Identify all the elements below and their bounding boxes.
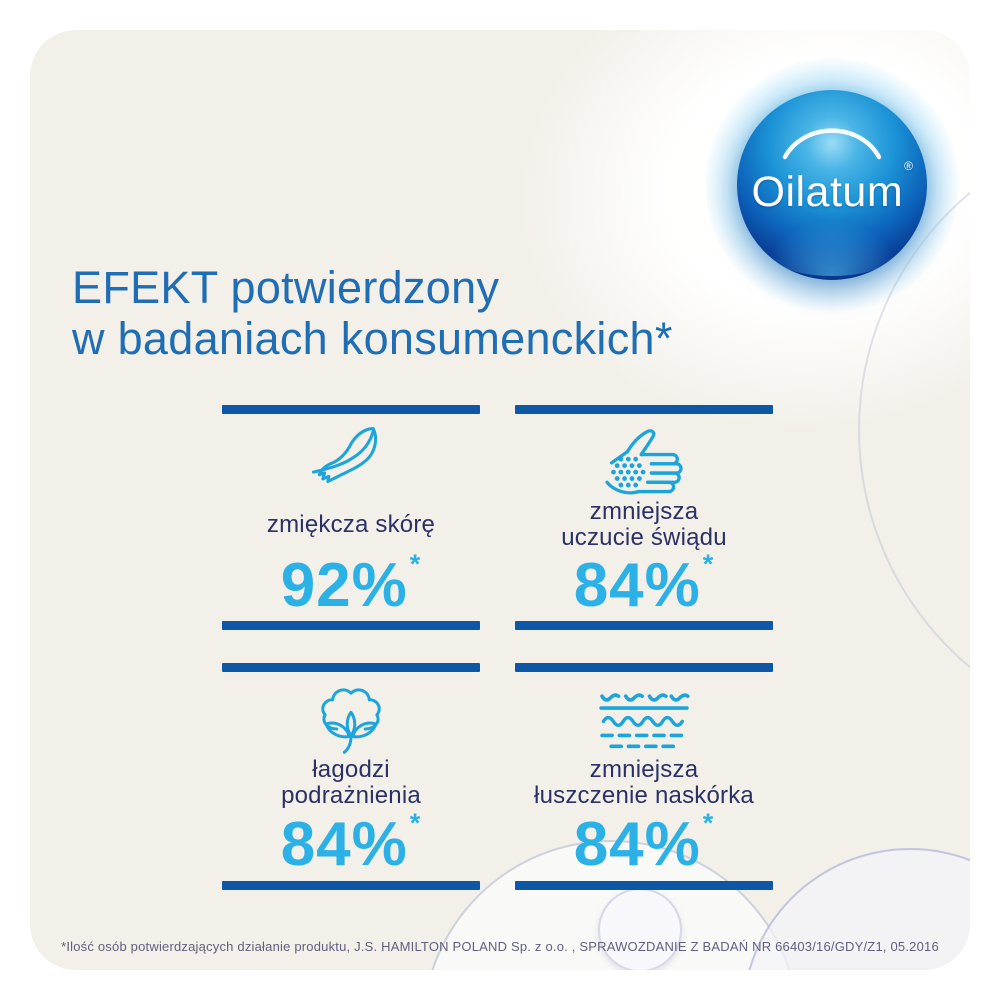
stat-card-reduces-flaking: zmniejsza łuszczenie naskórka 84% * — [515, 663, 773, 890]
heading-line-1: EFEKT potwierdzony — [72, 262, 500, 313]
stat-label: zmniejsza łuszczenie naskórka — [515, 756, 773, 809]
stat-label: zmniejsza uczucie świądu — [515, 498, 773, 551]
stat-label-line-2: łuszczenie naskórka — [534, 782, 754, 809]
stat-label-line-2: uczucie świądu — [561, 524, 727, 551]
bubble-highlight-decoration — [598, 888, 682, 970]
stat-asterisk: * — [409, 808, 422, 838]
divider-bar — [515, 621, 773, 630]
stat-percentage: 84% — [573, 810, 701, 879]
stat-percentage: 84% — [573, 551, 701, 620]
stat-label-line-1: zmniejsza — [589, 756, 699, 783]
oilatum-logo: Oilatum® — [705, 58, 959, 312]
divider-bar — [222, 405, 480, 414]
stat-percentage: 92% — [280, 551, 408, 620]
stat-label-line-2: podrażnienia — [281, 782, 421, 809]
heading-line-2: w badaniach konsumenckich* — [72, 313, 673, 364]
feather-icon — [222, 414, 480, 500]
stat-label: zmiękcza skórę — [222, 500, 480, 550]
stat-label-line-1: zmiękcza skórę — [266, 511, 436, 538]
stat-label-line-1: łagodzi — [312, 756, 390, 783]
stat-asterisk: * — [702, 808, 715, 838]
stat-card-soothes-irritation: łagodzi podrażnienia 84% * — [222, 663, 480, 890]
logo-arc-highlight — [782, 128, 882, 160]
stat-asterisk: * — [409, 549, 422, 579]
stat-label-line-1: zmniejsza — [589, 498, 699, 525]
stat-percentage: 84% — [280, 810, 408, 879]
stat-card-reduces-itching: zmniejsza uczucie świądu 84% * — [515, 405, 773, 630]
registered-mark: ® — [904, 159, 914, 174]
stat-value: 84% * — [515, 549, 773, 621]
footnote-text: *Ilość osób potwierdzających działanie p… — [61, 939, 939, 954]
divider-bar — [222, 621, 480, 630]
brand-name-text: Oilatum — [751, 167, 904, 216]
divider-bar — [515, 881, 773, 890]
divider-bar — [515, 663, 773, 672]
stat-card-softens-skin: zmiękcza skórę 92% * — [222, 405, 480, 630]
divider-bar — [515, 405, 773, 414]
cotton-flower-icon — [222, 672, 480, 758]
divider-bar — [222, 663, 480, 672]
skin-flaking-icon — [515, 672, 773, 758]
stat-label: łagodzi podrażnienia — [222, 756, 480, 809]
brand-name: Oilatum® — [751, 159, 913, 217]
page-title: EFEKT potwierdzony w badaniach konsumenc… — [72, 262, 673, 364]
stat-value: 92% * — [222, 549, 480, 621]
itch-relief-hand-icon — [515, 414, 773, 500]
stat-value: 84% * — [515, 808, 773, 881]
stat-asterisk: * — [702, 549, 715, 579]
logo-sphere: Oilatum® — [737, 90, 927, 280]
stat-value: 84% * — [222, 808, 480, 881]
advert-card: Oilatum® EFEKT potwierdzony w badaniach … — [30, 30, 970, 970]
divider-bar — [222, 881, 480, 890]
